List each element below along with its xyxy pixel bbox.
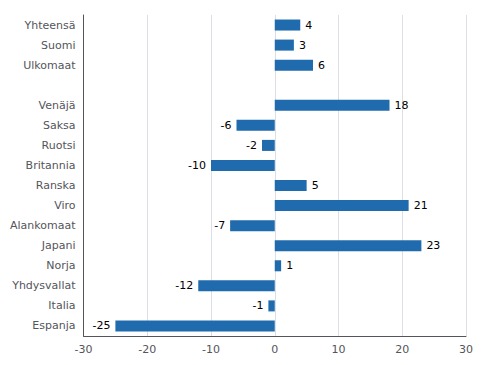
svg-text:-6: -6 — [221, 119, 232, 132]
svg-text:10: 10 — [332, 343, 346, 356]
svg-text:-1: -1 — [252, 299, 263, 312]
svg-text:Japani: Japani — [41, 239, 76, 252]
svg-text:Italia: Italia — [48, 299, 75, 312]
svg-text:Venäjä: Venäjä — [39, 99, 76, 112]
svg-text:5: 5 — [312, 179, 319, 192]
svg-text:0: 0 — [271, 343, 278, 356]
svg-text:20: 20 — [395, 343, 409, 356]
svg-text:18: 18 — [395, 99, 409, 112]
svg-text:Espanja: Espanja — [32, 319, 75, 332]
svg-text:Yhdysvallat: Yhdysvallat — [11, 279, 76, 292]
svg-text:6: 6 — [318, 59, 325, 72]
svg-text:30: 30 — [459, 343, 473, 356]
svg-text:Yhteensä: Yhteensä — [24, 19, 76, 32]
svg-text:Britannia: Britannia — [26, 159, 76, 172]
svg-text:Norja: Norja — [46, 259, 75, 272]
svg-text:Suomi: Suomi — [41, 39, 75, 52]
svg-text:21: 21 — [414, 199, 428, 212]
svg-text:-30: -30 — [75, 343, 93, 356]
svg-text:Ruotsi: Ruotsi — [42, 139, 76, 152]
svg-text:1: 1 — [286, 259, 293, 272]
svg-text:4: 4 — [305, 19, 312, 32]
svg-text:-10: -10 — [202, 343, 220, 356]
svg-text:Ulkomaat: Ulkomaat — [23, 59, 76, 72]
svg-text:-20: -20 — [138, 343, 156, 356]
svg-text:-2: -2 — [246, 139, 257, 152]
svg-text:-12: -12 — [175, 279, 193, 292]
svg-text:-25: -25 — [92, 319, 110, 332]
svg-text:3: 3 — [299, 39, 306, 52]
svg-text:-10: -10 — [188, 159, 206, 172]
svg-text:Viro: Viro — [54, 199, 76, 212]
svg-text:Saksa: Saksa — [43, 119, 76, 132]
svg-text:-7: -7 — [214, 219, 225, 232]
svg-text:Ranska: Ranska — [36, 179, 76, 192]
svg-text:23: 23 — [426, 239, 440, 252]
svg-text:Alankomaat: Alankomaat — [10, 219, 76, 232]
